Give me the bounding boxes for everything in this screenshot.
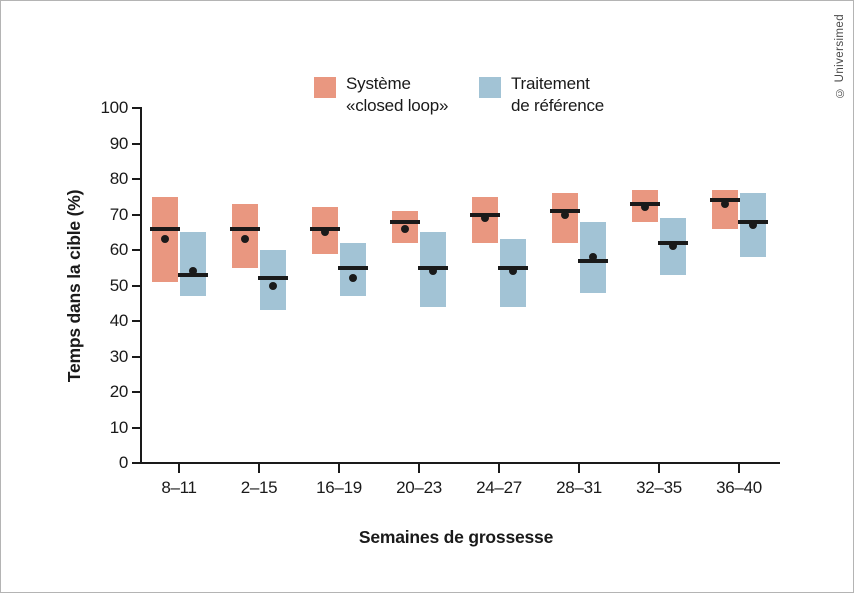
mean-dot bbox=[641, 203, 649, 212]
x-tick-mark bbox=[418, 464, 420, 473]
x-tick-mark bbox=[338, 464, 340, 473]
range-bar bbox=[712, 189, 738, 229]
x-tick-label: 32–35 bbox=[636, 478, 682, 497]
legend-label-line: Système bbox=[346, 74, 411, 93]
x-tick-label: 36–40 bbox=[716, 478, 762, 497]
y-tick-mark bbox=[132, 178, 140, 180]
median-line bbox=[230, 226, 260, 231]
x-tick-label: 2–15 bbox=[240, 478, 278, 497]
y-tick-label: 80 bbox=[109, 169, 129, 188]
x-tick-mark bbox=[738, 464, 740, 473]
x-tick-label: 16–19 bbox=[316, 478, 362, 497]
mean-dot bbox=[349, 274, 357, 283]
y-tick-mark bbox=[132, 426, 140, 429]
legend-label-closed-loop: Système «closed loop» bbox=[346, 73, 449, 117]
x-tick-mark bbox=[658, 464, 660, 473]
y-tick-mark bbox=[132, 320, 140, 322]
y-tick-label: 60 bbox=[109, 240, 129, 259]
legend-label-reference: Traitement de référence bbox=[511, 73, 604, 117]
mean-dot bbox=[269, 281, 277, 290]
y-axis-line bbox=[140, 107, 142, 464]
y-tick-label: 30 bbox=[109, 346, 129, 366]
y-tick-label: 90 bbox=[109, 133, 129, 153]
legend-swatch-reference bbox=[479, 77, 501, 98]
y-tick-label: 0 bbox=[118, 453, 128, 472]
y-tick-mark bbox=[132, 107, 140, 109]
mean-dot bbox=[481, 214, 489, 223]
y-tick-mark bbox=[132, 142, 140, 145]
legend-swatch-closed-loop bbox=[314, 77, 336, 98]
legend-label-line: de référence bbox=[511, 96, 605, 115]
median-line bbox=[338, 265, 368, 270]
y-tick-mark bbox=[132, 355, 140, 358]
range-bar bbox=[180, 232, 206, 297]
y-axis-title: Temps dans la cible (%) bbox=[64, 189, 84, 383]
y-tick-mark bbox=[132, 249, 140, 251]
y-tick-mark bbox=[132, 462, 140, 464]
x-tick-mark bbox=[578, 464, 580, 473]
x-tick-label: 28–31 bbox=[556, 478, 602, 497]
mean-dot bbox=[509, 267, 517, 276]
legend-label-line: Traitement bbox=[511, 74, 590, 93]
y-tick-mark bbox=[132, 284, 140, 287]
mean-dot bbox=[749, 221, 757, 230]
y-tick-mark bbox=[132, 213, 140, 216]
copyright-credit: © Universimed bbox=[834, 14, 846, 99]
mean-dot bbox=[429, 267, 437, 276]
legend-label-line: «closed loop» bbox=[346, 96, 449, 115]
median-line bbox=[150, 226, 180, 231]
mean-dot bbox=[669, 242, 677, 251]
mean-dot bbox=[401, 224, 409, 233]
x-tick-label: 20–23 bbox=[396, 478, 442, 497]
y-tick-label: 100 bbox=[100, 98, 129, 117]
mean-dot bbox=[721, 199, 729, 208]
x-tick-label: 24–27 bbox=[476, 478, 522, 497]
y-tick-label: 20 bbox=[109, 382, 129, 401]
y-tick-label: 50 bbox=[109, 275, 129, 295]
mean-dot bbox=[241, 235, 249, 244]
mean-dot bbox=[589, 253, 597, 262]
y-tick-label: 40 bbox=[109, 311, 129, 330]
x-axis-line bbox=[140, 462, 780, 464]
mean-dot bbox=[321, 228, 329, 237]
y-tick-mark bbox=[132, 391, 140, 393]
mean-dot bbox=[161, 235, 169, 244]
mean-dot bbox=[561, 210, 569, 219]
x-tick-mark bbox=[178, 464, 180, 473]
x-tick-mark bbox=[258, 464, 260, 473]
x-axis-title: Semaines de grossesse bbox=[358, 527, 554, 547]
y-tick-label: 10 bbox=[109, 417, 129, 437]
median-line bbox=[390, 219, 420, 224]
x-tick-label: 8–11 bbox=[161, 478, 197, 497]
y-tick-label: 70 bbox=[109, 204, 129, 224]
mean-dot bbox=[189, 267, 197, 276]
x-tick-mark bbox=[498, 464, 500, 473]
median-line bbox=[258, 276, 288, 281]
